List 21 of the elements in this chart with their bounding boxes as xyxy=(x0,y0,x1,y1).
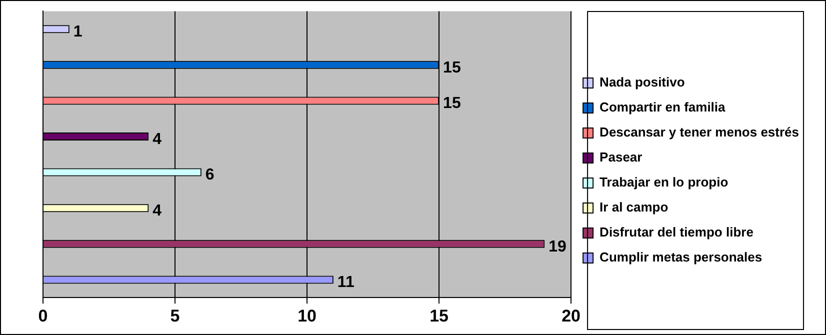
x-tick-label: 15 xyxy=(430,306,449,326)
data-label: 15 xyxy=(443,59,461,76)
x-tick-label: 20 xyxy=(562,306,581,326)
data-label: 15 xyxy=(443,95,461,112)
legend-label: Nada positivo xyxy=(600,74,685,90)
legend-label: Descansar y tener menos estrés xyxy=(600,124,800,140)
data-label: 4 xyxy=(152,202,162,220)
x-tick-label: 10 xyxy=(298,306,316,326)
x-tick-label: 0 xyxy=(38,306,48,326)
data-label: 4 xyxy=(152,130,162,148)
data-label: 1 xyxy=(73,24,82,41)
legend-label: Trabajar en lo propio xyxy=(600,174,728,190)
legend-label: Pasear xyxy=(600,150,642,165)
data-label: 19 xyxy=(548,238,567,256)
data-label: 6 xyxy=(205,166,214,184)
legend-label: Compartir en familia xyxy=(600,100,726,115)
x-tick-label: 5 xyxy=(170,306,180,326)
legend-label: Disfrutar del tiempo libre xyxy=(600,224,754,240)
legend-label: Cumplir metas personales xyxy=(600,250,762,265)
legend-label: Ir al campo xyxy=(600,200,668,215)
data-label: 11 xyxy=(337,274,354,292)
